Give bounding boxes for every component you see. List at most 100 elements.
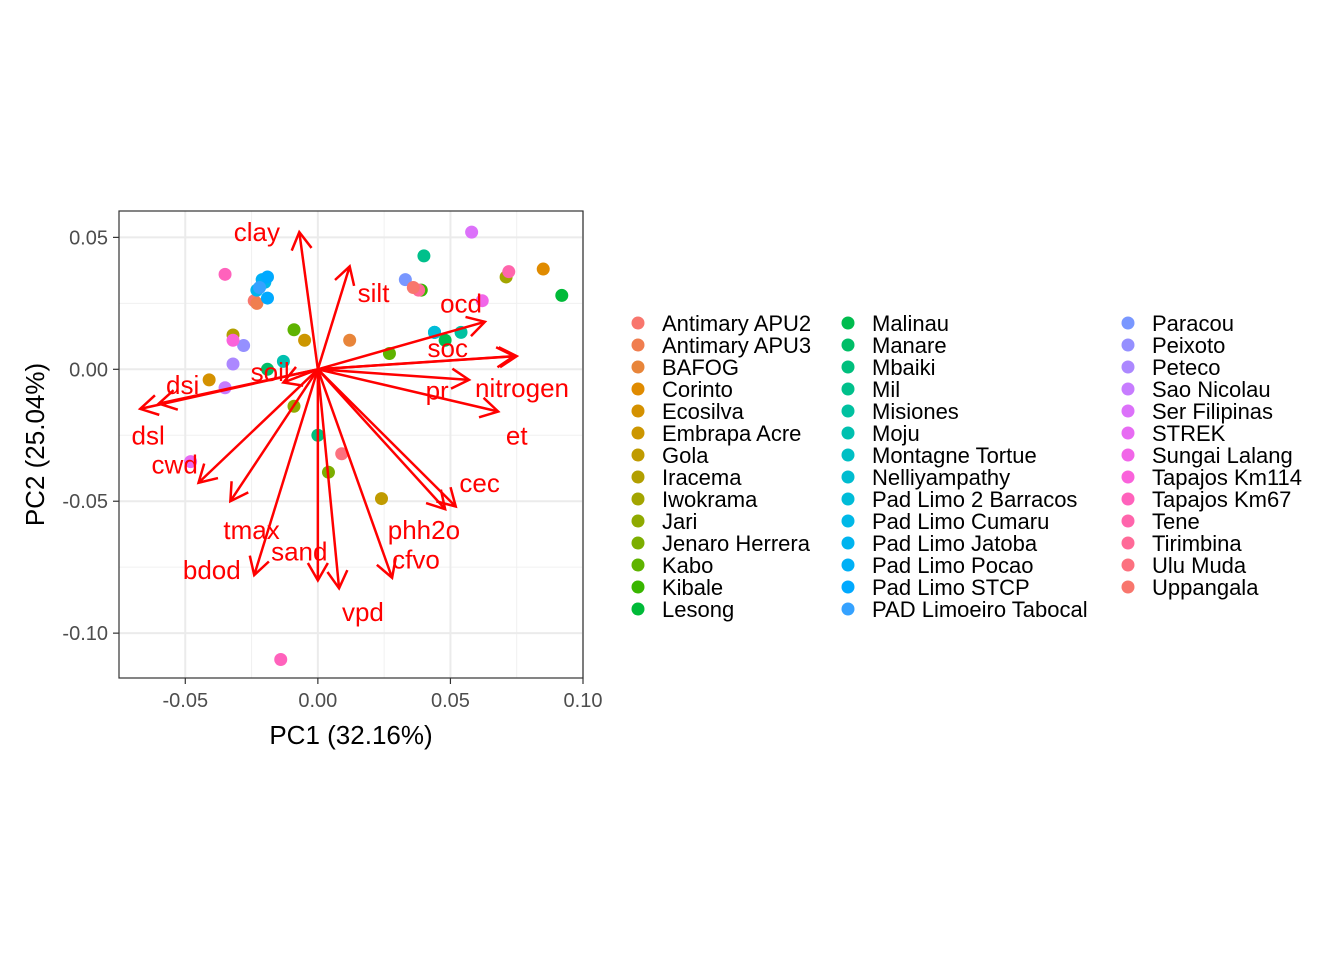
- legend-key: [631, 316, 645, 330]
- score-point: [555, 288, 569, 302]
- loading-label-tmax: tmax: [223, 515, 279, 545]
- legend-entry: Mil: [841, 377, 900, 402]
- y-tick-label: 0.00: [69, 359, 108, 381]
- loading-arrowhead-cwd: [196, 463, 219, 485]
- legend-key: [631, 448, 645, 462]
- legend-label: Jari: [662, 509, 697, 534]
- legend-key: [841, 514, 855, 528]
- legend-label: Embrapa Acre: [662, 421, 801, 446]
- legend-label: Montagne Tortue: [872, 443, 1037, 468]
- legend-entry: Kibale: [631, 575, 723, 600]
- legend-key: [1121, 580, 1135, 594]
- loading-arrow-cec: [316, 368, 457, 508]
- legend-key: [841, 316, 855, 330]
- legend-entry: Tapajos Km67: [1121, 487, 1291, 512]
- loading-arrow-vpd: [316, 369, 341, 589]
- legend-entry: BAFOG: [631, 355, 739, 380]
- loading-label-nitrogen: nitrogen: [475, 373, 569, 403]
- legend-key: [1121, 382, 1135, 396]
- legend-key: [631, 382, 645, 396]
- legend-key: [631, 492, 645, 506]
- legend-label: Antimary APU2: [662, 311, 811, 336]
- score-point: [406, 281, 420, 295]
- panel-background: [119, 211, 583, 678]
- y-tick-label: 0.05: [69, 227, 108, 249]
- legend-label: Kibale: [662, 575, 723, 600]
- loading-arrow-ocd: [317, 320, 486, 371]
- legend-entry: Paracou: [1121, 311, 1234, 336]
- score-point: [260, 362, 274, 376]
- loading-arrow-clay: [298, 231, 320, 370]
- legend-key: [1121, 536, 1135, 550]
- legend-entry: Ulu Muda: [1121, 553, 1247, 578]
- legend-entry: Antimary APU2: [631, 311, 811, 336]
- score-point: [465, 225, 479, 239]
- legend-entry: Peteco: [1121, 355, 1221, 380]
- legend-entry: Jenaro Herrera: [631, 531, 811, 556]
- loading-arrowhead-nitrogen: [498, 346, 520, 369]
- loading-arrow-tmax: [229, 368, 319, 502]
- legend-label: Antimary APU3: [662, 333, 811, 358]
- y-tick-label: -0.05: [62, 491, 108, 513]
- score-point: [475, 294, 489, 308]
- loading-arrowhead-ocd: [465, 315, 488, 338]
- legend-entry: Gola: [631, 443, 709, 468]
- loading-label-bdod: bdod: [183, 555, 241, 585]
- axes: -0.05 0.00 0.05 0.10 -0.10 -0.05 0.00 0.05: [62, 227, 602, 712]
- legend-key: [1121, 426, 1135, 440]
- y-axis-title: PC2 (25.04%): [20, 363, 50, 526]
- loading-label-clay: clay: [234, 217, 280, 247]
- legend-label: Malinau: [872, 311, 949, 336]
- score-point: [287, 323, 301, 337]
- score-point: [237, 339, 251, 353]
- legend-label: Ecosilva: [662, 399, 745, 424]
- legend-key: [631, 558, 645, 572]
- legend-label: Ser Filipinas: [1152, 399, 1273, 424]
- score-point: [184, 455, 198, 469]
- loading-label-cec: cec: [459, 468, 499, 498]
- legend-key: [1121, 558, 1135, 572]
- legend-entry: Mbaiki: [841, 355, 936, 380]
- loading-arrowhead-bdod: [248, 555, 270, 578]
- loading-label-et: et: [506, 420, 528, 450]
- score-point: [226, 333, 240, 347]
- loading-arrow-et: [317, 368, 499, 413]
- legend-key: [841, 426, 855, 440]
- legend-entry: Kabo: [631, 553, 713, 578]
- score-point: [218, 267, 232, 281]
- legend-entry: Manare: [841, 333, 947, 358]
- loading-label-silt: silt: [358, 278, 391, 308]
- legend-entry: Antimary APU3: [631, 333, 811, 358]
- legend-key: [631, 536, 645, 550]
- legend-label: Manare: [872, 333, 947, 358]
- legend-label: Uppangala: [1152, 575, 1259, 600]
- legend-label: Iracema: [662, 465, 742, 490]
- legend-entry: Sungai Lalang: [1121, 443, 1293, 468]
- legend-key: [841, 382, 855, 396]
- legend-entry: Pad Limo STCP: [841, 575, 1030, 600]
- legend-key: [631, 338, 645, 352]
- score-point: [298, 333, 312, 347]
- legend-entry: Malinau: [841, 311, 949, 336]
- legend-key: [841, 404, 855, 418]
- legend-label: Pad Limo Cumaru: [872, 509, 1049, 534]
- score-point: [398, 273, 412, 287]
- loading-label-sand: sand: [271, 536, 327, 566]
- legend-label: Misiones: [872, 399, 959, 424]
- legend-key: [1121, 492, 1135, 506]
- legend-key: [631, 514, 645, 528]
- legend-label: BAFOG: [662, 355, 739, 380]
- legend-key: [1121, 360, 1135, 374]
- score-point: [374, 492, 388, 506]
- legend-label: Pad Limo STCP: [872, 575, 1030, 600]
- legend-key: [841, 602, 855, 616]
- legend-label: Pad Limo Jatoba: [872, 531, 1038, 556]
- legend-label: Nelliyampathy: [872, 465, 1010, 490]
- legend-label: Peixoto: [1152, 333, 1225, 358]
- legend-label: Gola: [662, 443, 709, 468]
- legend-key: [631, 470, 645, 484]
- loading-label-vpd: vpd: [342, 597, 384, 627]
- loading-arrowhead-clay: [290, 229, 313, 252]
